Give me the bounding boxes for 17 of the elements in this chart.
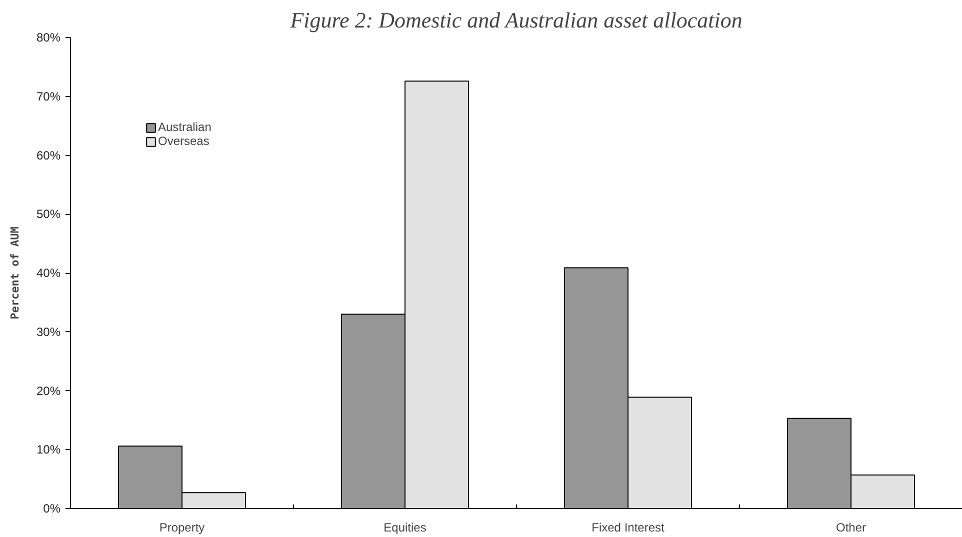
x-tick-label: Fixed Interest — [592, 520, 666, 534]
x-tick-label: Property — [159, 520, 205, 534]
y-tick-label: 50% — [36, 207, 61, 222]
legend-label: Overseas — [158, 134, 210, 148]
y-tick-label: 30% — [36, 324, 61, 339]
y-axis-title: Percent of AUM — [8, 226, 22, 320]
y-tick-label: 40% — [36, 266, 61, 280]
y-tick-label: 60% — [36, 148, 61, 162]
y-tick-label: 80% — [36, 30, 61, 44]
y-tick-label: 0% — [43, 502, 61, 516]
legend-label: Australian — [158, 120, 212, 134]
chart-title: Figure 2: Domestic and Australian asset allocation — [289, 8, 742, 32]
x-tick-label: Other — [836, 520, 866, 534]
y-tick-label: 20% — [36, 384, 61, 398]
y-tick-label: 70% — [36, 89, 61, 104]
y-tick-label: 10% — [36, 442, 61, 457]
x-tick-label: Equities — [384, 520, 426, 534]
